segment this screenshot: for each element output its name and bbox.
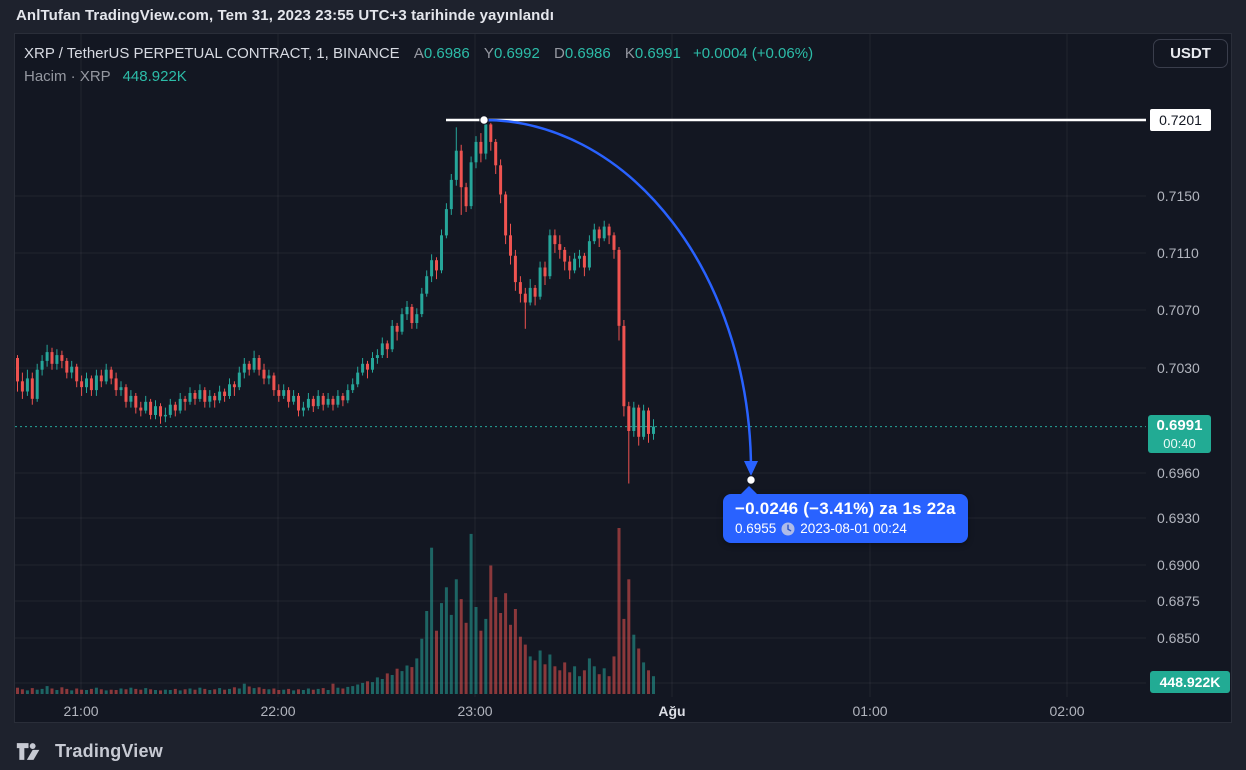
tooltip-change-text: −0.0246 (−3.41%) za 1s 22a [735, 499, 956, 518]
chart-panel[interactable] [14, 33, 1232, 723]
volume-value-badge: 448.922K [1150, 671, 1230, 693]
tooltip-caret [740, 486, 758, 495]
footer-brand[interactable]: TradingView [16, 741, 163, 762]
change-tooltip: −0.0246 (−3.41%) za 1s 22a 0.6955 2023-0… [723, 486, 968, 543]
attribution-text: AnlTufan TradingView.com, Tem 31, 2023 2… [16, 7, 554, 24]
price-axis-label: 0.6900 [1157, 557, 1200, 573]
price-axis-label: 0.6850 [1157, 630, 1200, 646]
price-axis-label: 0.6960 [1157, 465, 1200, 481]
high-value: Y0.6992 [483, 45, 540, 62]
price-axis-label: 0.7030 [1157, 360, 1200, 376]
price-axis-label: 0.7150 [1157, 188, 1200, 204]
time-axis-label: 23:00 [457, 703, 493, 719]
time-axis-label: 01:00 [852, 703, 888, 719]
volume-label: Hacim · XRP [24, 68, 111, 85]
bar-countdown: 00:40 [1163, 436, 1196, 451]
tooltip-datetime: 2023-08-01 00:24 [800, 521, 907, 536]
time-axis-label: 22:00 [260, 703, 296, 719]
symbol-header: XRP / TetherUS PERPETUAL CONTRACT, 1, BI… [24, 45, 813, 62]
price-axis-label: 0.7110 [1157, 245, 1199, 261]
last-price-badge: 0.6991 00:40 [1148, 415, 1211, 453]
time-axis-label: Ağu [658, 703, 686, 719]
low-value: D0.6986 [554, 45, 611, 62]
last-price: 0.6991 [1156, 417, 1203, 434]
price-axis-label: 0.7070 [1157, 302, 1200, 318]
price-axis-label: 0.6930 [1157, 510, 1200, 526]
close-value: K0.6991 [624, 45, 681, 62]
attribution-bar: AnlTufan TradingView.com, Tem 31, 2023 2… [0, 0, 1246, 33]
change-value: +0.0004 (+0.06%) [692, 45, 814, 62]
price-axis-label: 0.6875 [1157, 593, 1200, 609]
open-value: A0.6986 [413, 45, 470, 62]
symbol-title: XRP / TetherUS PERPETUAL CONTRACT, 1, BI… [24, 45, 400, 62]
tooltip-price: 0.6955 [735, 521, 777, 536]
tooltip-detail-row: 0.6955 2023-08-01 00:24 [735, 521, 956, 536]
volume-value: 448.922K [122, 68, 187, 85]
time-axis-label: 21:00 [63, 703, 99, 719]
tradingview-logo-text: TradingView [55, 741, 163, 761]
time-axis-label: 02:00 [1049, 703, 1085, 719]
clock-icon [781, 522, 795, 536]
tradingview-logo-icon [16, 743, 40, 760]
volume-indicator-header: Hacim · XRP 448.922K [24, 68, 187, 85]
currency-toggle-button[interactable]: USDT [1153, 39, 1228, 68]
high-line-price-label: 0.7201 [1150, 109, 1211, 131]
